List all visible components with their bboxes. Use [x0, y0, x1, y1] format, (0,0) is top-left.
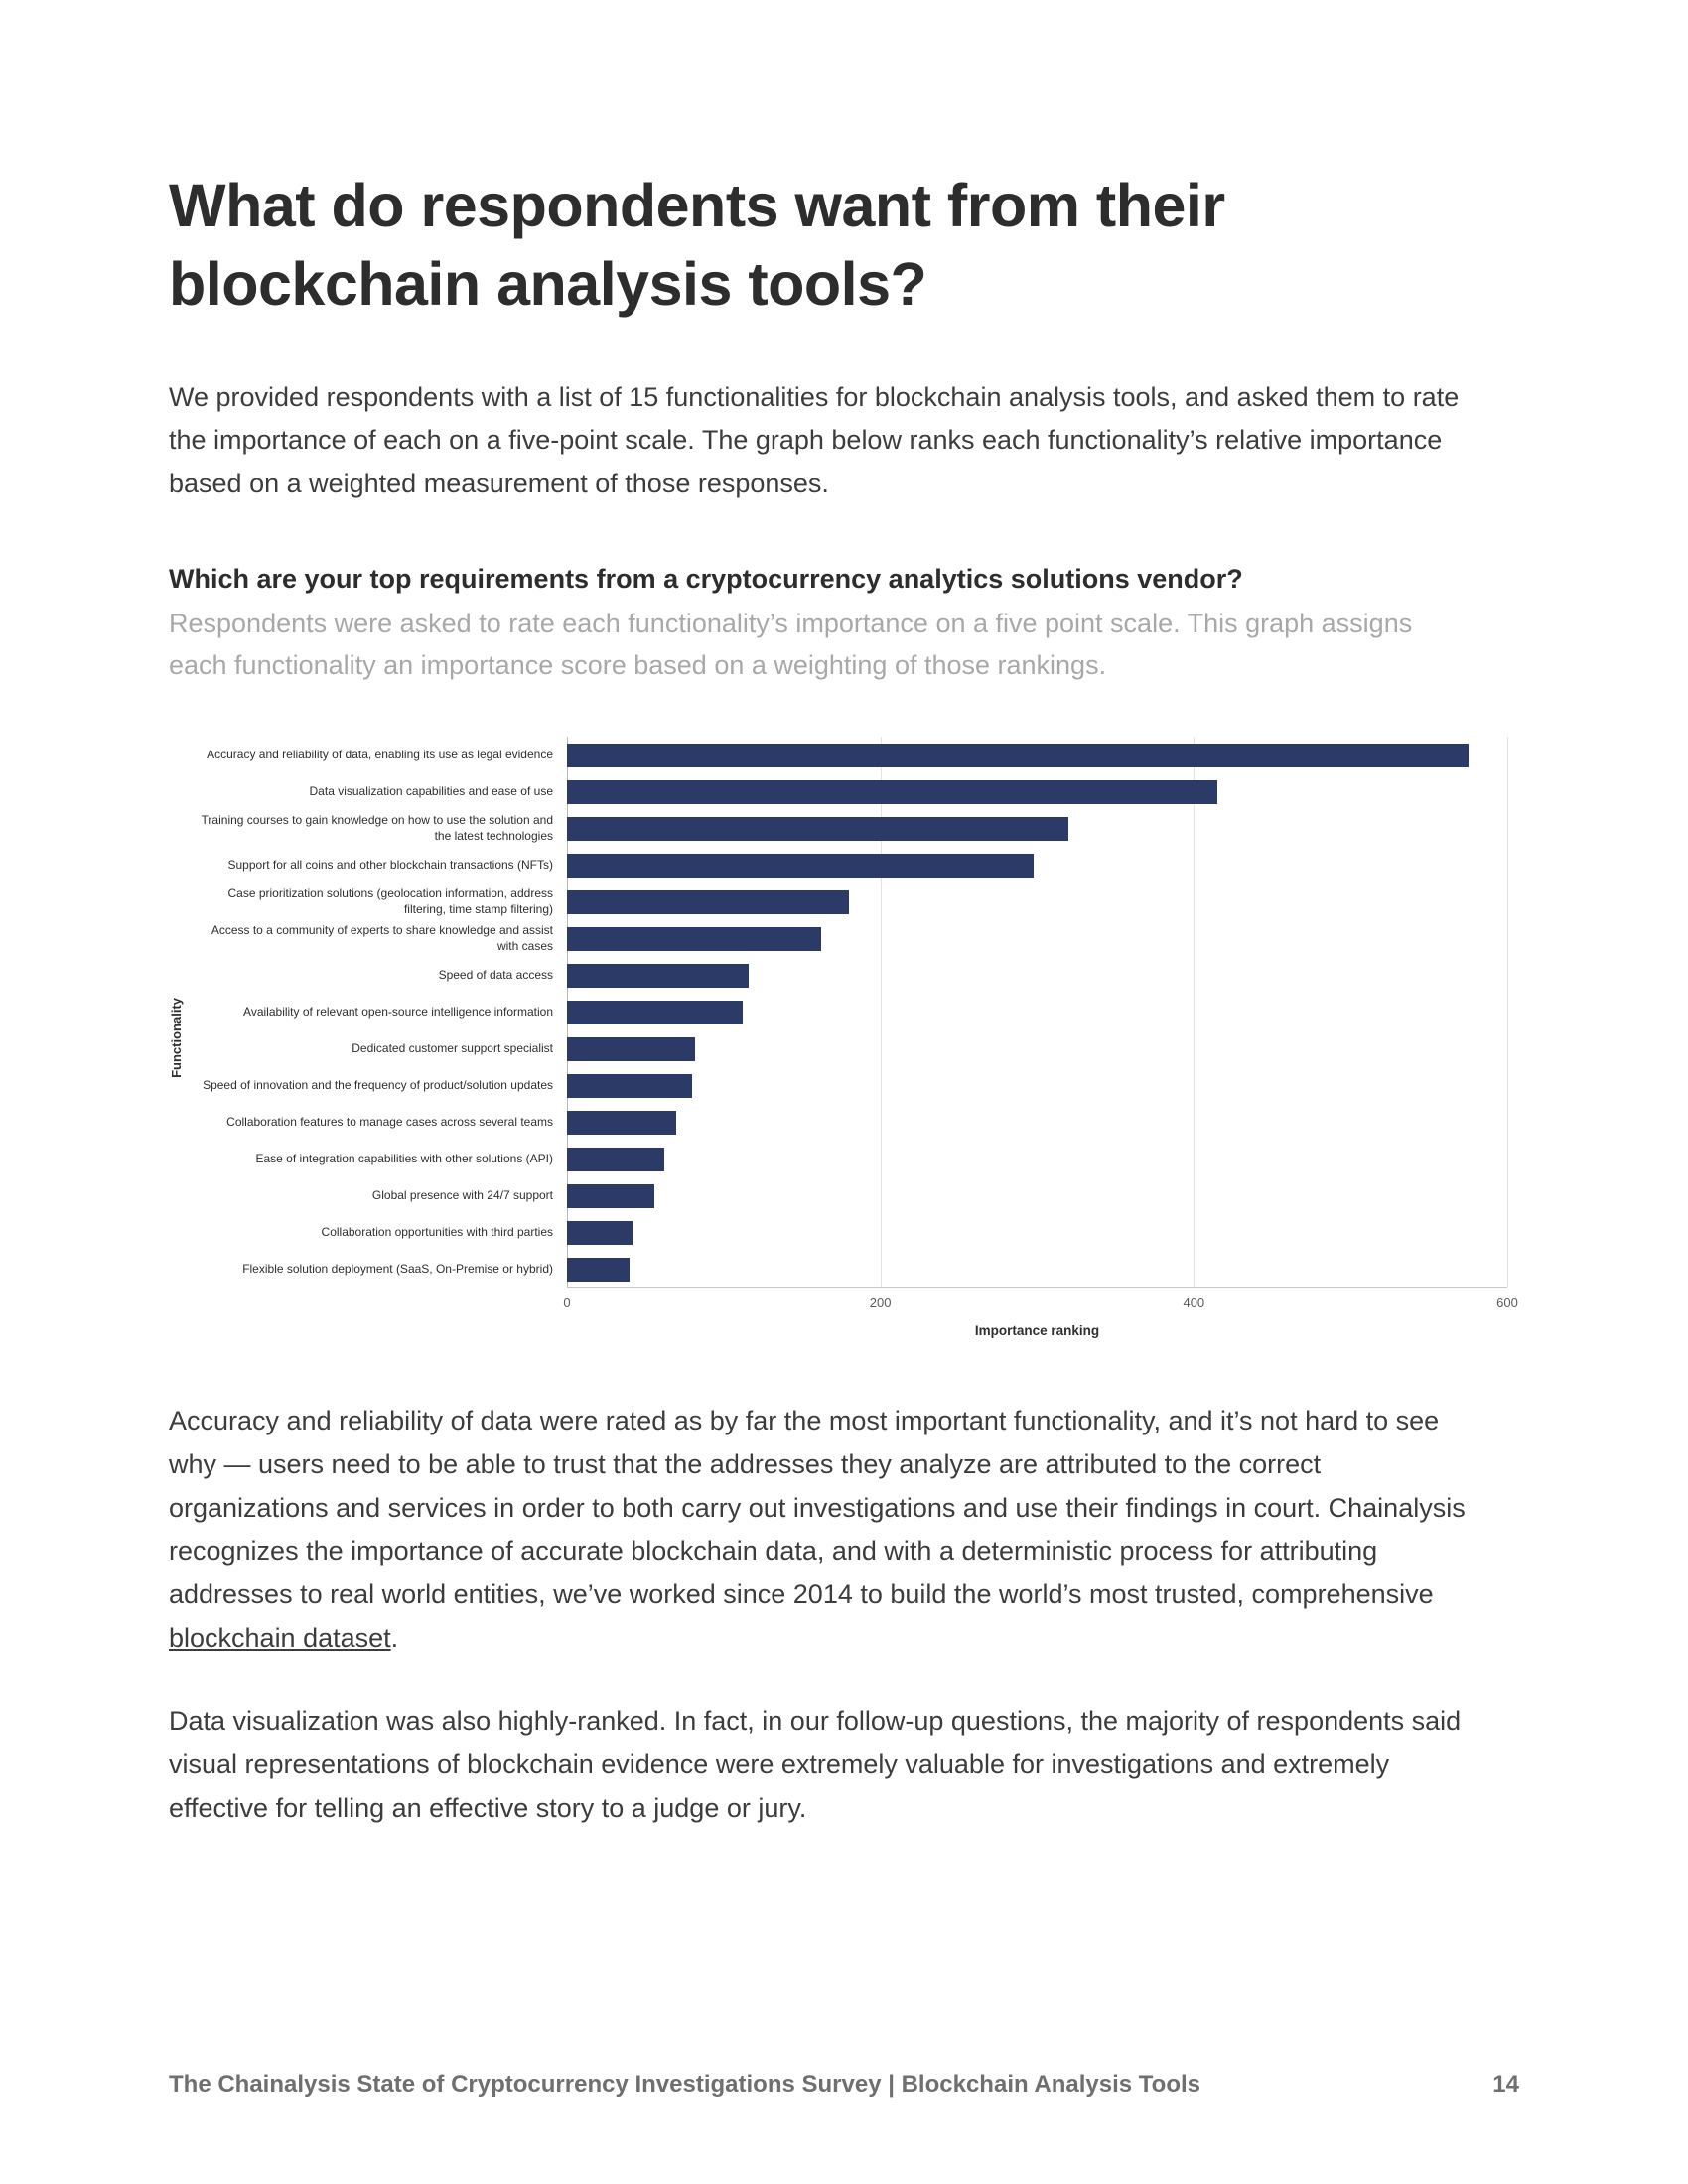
- chart-bar: [567, 1110, 677, 1135]
- chart-bar-track: [567, 963, 1507, 988]
- chart-bar-track: [567, 1073, 1507, 1098]
- chart-category-label: Collaboration opportunities with third p…: [321, 1224, 553, 1239]
- chart-category-label: Dedicated customer support specialist: [352, 1040, 553, 1055]
- chart-category-label: Availability of relevant open-source int…: [243, 1004, 553, 1019]
- chart-bar: [567, 1257, 631, 1282]
- chart-bar: [567, 1000, 743, 1024]
- chart-body: Accuracy and reliability of data, enabli…: [190, 737, 1519, 1289]
- chart-category-label: Ease of integration capabilities with ot…: [255, 1151, 554, 1165]
- chart-main: Accuracy and reliability of data, enabli…: [190, 737, 1519, 1338]
- chart-bar-track: [567, 853, 1507, 878]
- page-number: 14: [1492, 2071, 1519, 2098]
- chart-bar: [567, 1183, 655, 1208]
- gridline-200: [880, 737, 882, 1288]
- chart-row: Speed of data access: [190, 957, 1519, 994]
- chart-bar: [567, 1220, 633, 1245]
- chart-row: Collaboration opportunities with third p…: [190, 1214, 1519, 1251]
- footer-text: The Chainalysis State of Cryptocurrency …: [169, 2071, 1201, 2098]
- chart-subtitle: Respondents were asked to rate each func…: [169, 608, 1413, 681]
- chart-rows: Accuracy and reliability of data, enabli…: [190, 737, 1519, 1288]
- chart-bar: [567, 853, 1035, 878]
- chart-row: Accuracy and reliability of data, enabli…: [190, 737, 1519, 773]
- chart-bar-track: [567, 816, 1507, 841]
- chart-category-label: Global presence with 24/7 support: [371, 1187, 553, 1202]
- gridline-400: [1194, 737, 1196, 1288]
- chart-category-label: Training courses to gain knowledge on ho…: [201, 813, 553, 843]
- chart-row: Global presence with 24/7 support: [190, 1177, 1519, 1214]
- intro-paragraph: We provided respondents with a list of 1…: [169, 381, 1460, 499]
- chart-category-label: Flexible solution deployment (SaaS, On-P…: [242, 1261, 553, 1276]
- chart-bar-track: [567, 779, 1507, 804]
- chart-bar-track: [567, 1000, 1507, 1024]
- chart-bar-track: [567, 743, 1507, 767]
- chart-bar: [567, 779, 1217, 804]
- chart-category-label: Speed of data access: [438, 967, 553, 982]
- chart-question: Which are your top requirements from a c…: [169, 563, 1243, 594]
- chart-y-axis-label: Functionality: [169, 997, 184, 1078]
- chart-row: Dedicated customer support specialist: [190, 1030, 1519, 1067]
- gridline-600: [1507, 737, 1508, 1288]
- chart-category-label: Support for all coins and other blockcha…: [227, 857, 554, 872]
- chart-category-label: Access to a community of experts to shar…: [211, 923, 553, 953]
- chart-bar: [567, 889, 850, 914]
- page-title: What do respondents want from their bloc…: [169, 172, 1225, 319]
- chart-row: Speed of innovation and the frequency of…: [190, 1067, 1519, 1104]
- chart-category-label: Speed of innovation and the frequency of…: [203, 1077, 553, 1092]
- chart-row: Flexible solution deployment (SaaS, On-P…: [190, 1251, 1519, 1288]
- chart-row: Availability of relevant open-source int…: [190, 994, 1519, 1030]
- chart-bar: [567, 1036, 696, 1061]
- x-tick-label: 600: [1496, 1296, 1518, 1311]
- chart-bar-track: [567, 1110, 1507, 1135]
- x-tick-label: 200: [869, 1296, 892, 1311]
- footer: The Chainalysis State of Cryptocurrency …: [169, 2071, 1519, 2099]
- chart-bar: [567, 1147, 664, 1171]
- chart-bar-track: [567, 1220, 1507, 1245]
- content: What do respondents want from their bloc…: [169, 172, 1519, 1823]
- chart-bar-track: [567, 1147, 1507, 1171]
- chart-bar-track: [567, 1036, 1507, 1061]
- chart-row: Ease of integration capabilities with ot…: [190, 1141, 1519, 1177]
- chart-category-label: Case prioritization solutions (geolocati…: [227, 887, 553, 916]
- chart-bar: [567, 743, 1469, 767]
- chart-category-label: Collaboration features to manage cases a…: [226, 1114, 553, 1129]
- chart-bar: [567, 816, 1069, 841]
- x-tick-label: 400: [1183, 1296, 1205, 1311]
- chart-bar: [567, 926, 821, 951]
- chart-bar-track: [567, 889, 1507, 914]
- chart-bar: [567, 1073, 693, 1098]
- chart-category-label: Data visualization capabilities and ease…: [309, 783, 553, 798]
- chart-row: Training courses to gain knowledge on ho…: [190, 810, 1519, 847]
- paragraph-accuracy: Accuracy and reliability of data were ra…: [169, 1400, 1475, 1660]
- chart-category-label: Accuracy and reliability of data, enabli…: [207, 747, 553, 761]
- bar-chart: Functionality Accuracy and reliability o…: [169, 737, 1519, 1338]
- chart-row: Collaboration features to manage cases a…: [190, 1104, 1519, 1141]
- paragraph-accuracy-text: Accuracy and reliability of data were ra…: [169, 1406, 1466, 1610]
- chart-row: Support for all coins and other blockcha…: [190, 847, 1519, 884]
- chart-row: Data visualization capabilities and ease…: [190, 773, 1519, 810]
- chart-bar-track: [567, 1257, 1507, 1282]
- paragraph-data-visualization: Data visualization was also highly-ranke…: [169, 1706, 1462, 1823]
- chart-x-axis-label: Importance ranking: [974, 1323, 1100, 1339]
- chart-bar-track: [567, 1183, 1507, 1208]
- paragraph-accuracy-end: .: [390, 1622, 399, 1653]
- chart-row: Case prioritization solutions (geolocati…: [190, 884, 1519, 920]
- x-tick-label: 0: [563, 1296, 571, 1311]
- chart-x-axis: 0 200 400 600: [563, 1296, 1517, 1317]
- chart-bar-track: [567, 926, 1507, 951]
- chart-row: Access to a community of experts to shar…: [190, 920, 1519, 957]
- blockchain-dataset-link[interactable]: blockchain dataset: [169, 1622, 391, 1653]
- chart-bar: [567, 963, 750, 988]
